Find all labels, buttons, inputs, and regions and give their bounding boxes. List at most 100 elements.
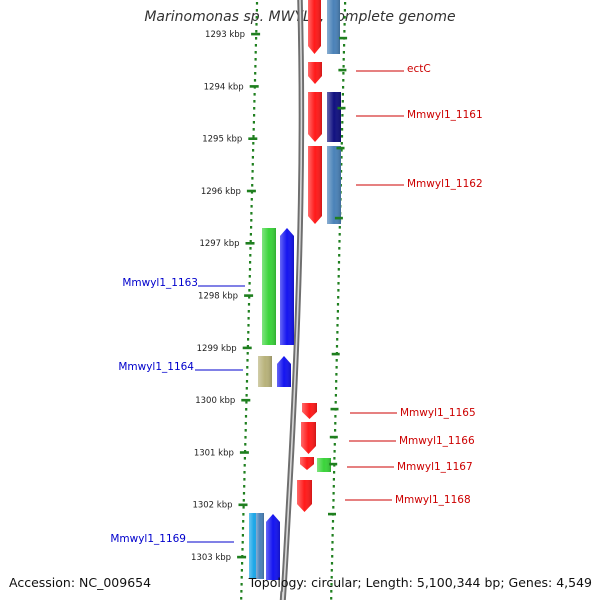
- ruler-dot: [343, 16, 346, 19]
- ruler-dot: [253, 107, 256, 110]
- ruler-dot: [248, 289, 251, 292]
- ruler-dot: [252, 142, 255, 145]
- ruler-dot: [332, 478, 335, 481]
- ruler-dot: [334, 429, 337, 432]
- ruler-dot: [330, 576, 333, 579]
- ruler-dot: [247, 303, 251, 306]
- ruler-dot: [335, 373, 338, 376]
- ruler-tick: [336, 146, 345, 150]
- ruler-dot: [331, 534, 334, 537]
- ruler-dot: [330, 569, 333, 572]
- gene-Mmwyl1_1169-blue-shade: [266, 514, 280, 580]
- ruler-dot: [343, 9, 346, 12]
- ruler-dot: [255, 23, 258, 26]
- ruler-dot: [332, 506, 335, 509]
- gene-Mmwyl1_1161-red-shade: [308, 92, 322, 142]
- ruler-dot: [331, 555, 334, 558]
- ruler-dot: [255, 9, 258, 12]
- ruler-dot: [246, 359, 249, 362]
- ruler-dot: [247, 324, 250, 327]
- ruler-dot: [330, 583, 333, 586]
- ruler-dot: [249, 233, 252, 236]
- ruler-dot: [246, 352, 249, 355]
- ruler-dot: [250, 198, 253, 201]
- ruler-tick: [339, 36, 348, 40]
- ruler-dot: [337, 268, 340, 271]
- kbp-tick-label: 1293 kbp: [205, 30, 245, 40]
- ruler-dot: [253, 114, 256, 117]
- ruler-dot: [341, 114, 344, 117]
- ruler-dot: [340, 142, 343, 145]
- ruler-dot: [335, 345, 339, 348]
- ruler-dot: [241, 527, 245, 530]
- ruler-dot: [244, 443, 247, 446]
- ruler-dot: [331, 548, 334, 551]
- ruler-tick: [329, 435, 338, 439]
- ruler-dot: [344, 2, 347, 5]
- ruler-dot: [240, 590, 243, 593]
- gene-Mmwyl1_1163-green-shade: [262, 228, 276, 345]
- ruler-dot: [252, 128, 255, 131]
- ruler-dot: [337, 296, 340, 299]
- ruler-dot: [251, 156, 254, 159]
- kbp-tick: [246, 189, 256, 193]
- ruler-dot: [334, 415, 337, 418]
- ruler-dot: [340, 149, 343, 152]
- gene-Mmwyl1_1168-shade: [297, 480, 312, 512]
- ruler-dot: [249, 261, 252, 264]
- kbp-tick: [238, 503, 248, 507]
- ruler-dot: [342, 86, 345, 89]
- kbp-tick: [239, 451, 249, 454]
- ruler-tick: [331, 352, 340, 356]
- ruler-dot: [251, 163, 254, 166]
- ruler-dot: [252, 121, 255, 124]
- ruler-dot: [247, 310, 250, 313]
- ruler-dot: [333, 450, 336, 453]
- kbp-tick: [244, 294, 254, 297]
- ruler-dot: [246, 345, 249, 348]
- ruler-dot: [332, 485, 335, 488]
- ruler-dot: [251, 170, 254, 173]
- ruler-dot: [241, 534, 244, 537]
- ruler-dot: [253, 79, 257, 82]
- ruler-tick: [338, 68, 347, 72]
- ruler-dot: [254, 72, 257, 75]
- ruler-dot: [337, 261, 341, 264]
- gene-block-top-steel-shade: [327, 0, 340, 54]
- ruler-dot: [334, 422, 337, 425]
- gene-Mmwyl1_1166-shade: [301, 422, 316, 454]
- ruler-dot: [250, 219, 253, 222]
- kbp-tick-label: 1297 kbp: [199, 239, 239, 249]
- ruler-dot: [240, 597, 243, 600]
- gene-Mmwyl1_1167-red-shade: [300, 457, 314, 470]
- kbp-tick: [248, 137, 258, 140]
- ruler-dot: [244, 415, 248, 418]
- kbp-tick: [237, 555, 247, 559]
- gene-Mmwyl1_1165-shade: [302, 403, 317, 419]
- gene-labels: ectC Mmwyl1_1161 Mmwyl1_1162 Mmwyl1_1163 Mmw…: [110, 63, 482, 545]
- ruler-dot: [241, 562, 244, 565]
- ruler-dot: [255, 30, 258, 33]
- gene-label-Mmwyl1_1163: Mmwyl1_1163: [122, 277, 198, 289]
- ruler-dot: [332, 499, 335, 502]
- ruler-dot: [341, 128, 344, 131]
- ruler-dot: [240, 583, 243, 586]
- ruler-dot: [334, 401, 337, 404]
- ruler-dot: [255, 2, 259, 5]
- ruler-dot: [249, 247, 252, 250]
- ruler-dot: [243, 457, 246, 460]
- ruler-dot: [335, 359, 338, 362]
- ruler-dot: [245, 401, 248, 404]
- ruler-dot: [338, 247, 341, 250]
- ruler-tick: [334, 216, 343, 220]
- ruler-dot: [337, 289, 340, 292]
- ruler-dot: [331, 520, 335, 523]
- ruler-dot: [343, 30, 346, 33]
- ruler-dot: [250, 205, 253, 208]
- ruler-dot: [336, 317, 339, 320]
- ruler-dot: [241, 541, 244, 544]
- kbp-tick: [249, 85, 259, 88]
- ruler-dot: [252, 135, 255, 138]
